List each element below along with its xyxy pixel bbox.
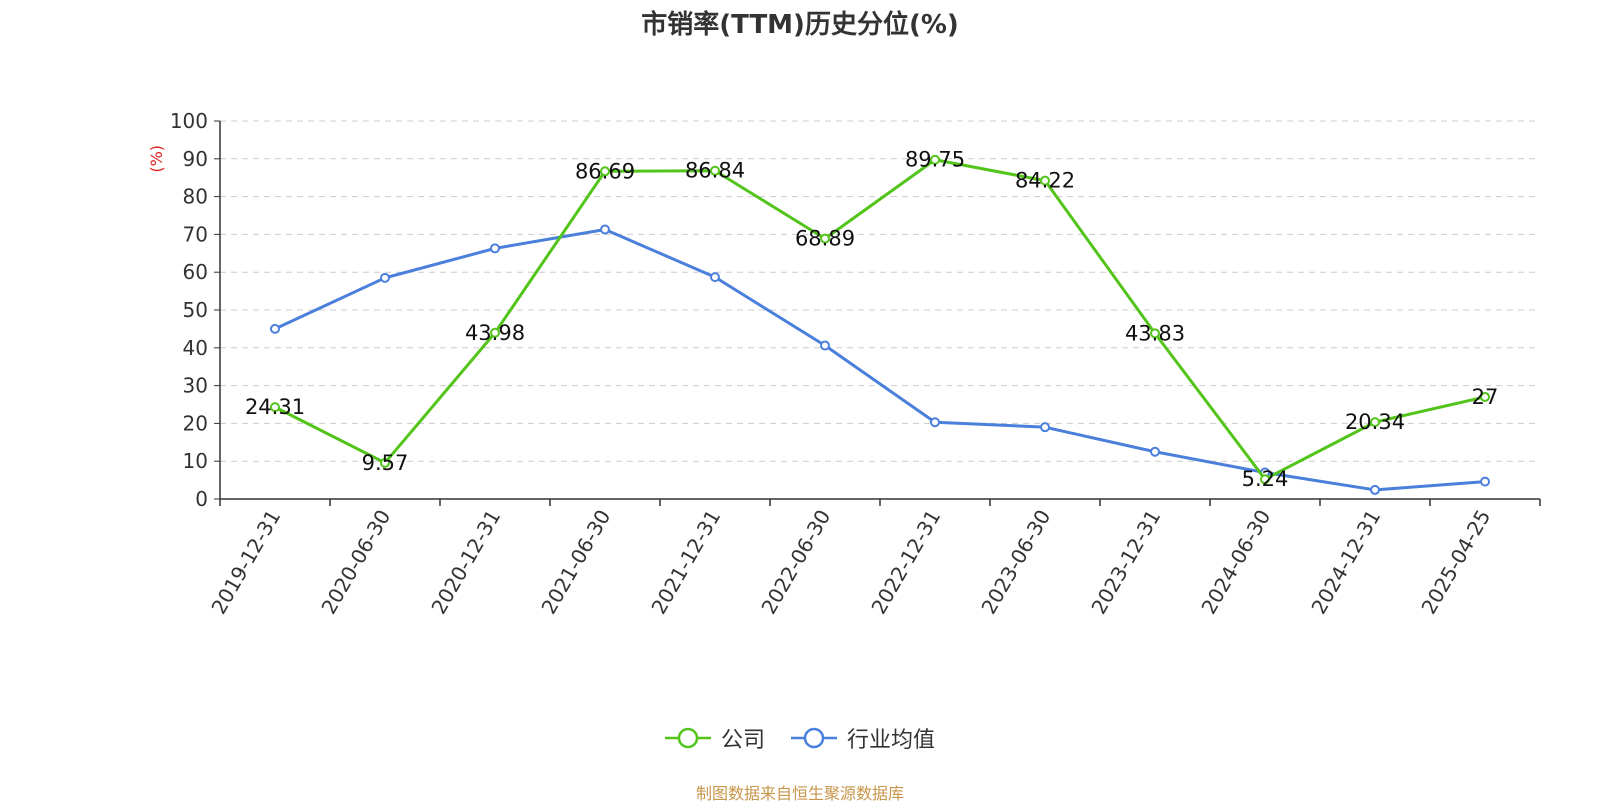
point-series0-2022-12-31	[930, 154, 940, 165]
y-tick-label-90: 90	[183, 147, 208, 171]
y-tick-label-70: 70	[183, 222, 208, 246]
point-series1-2020-12-31	[490, 243, 500, 254]
data-label-2023-12-31: 43.83	[1125, 321, 1185, 345]
point-series1-2021-12-31	[710, 272, 720, 283]
data-label-2024-12-31: 20.34	[1345, 410, 1405, 434]
y-tick-label-30: 30	[183, 374, 208, 398]
y-tick-label-60: 60	[183, 260, 208, 284]
data-label-2022-06-30: 68.89	[795, 227, 855, 251]
point-series0-2023-06-30	[1040, 175, 1050, 186]
y-tick-label-40: 40	[183, 336, 208, 360]
point-series1-2023-06-30	[1040, 422, 1050, 433]
point-series0-2024-06-30	[1260, 474, 1270, 485]
y-tick-label-80: 80	[183, 185, 208, 209]
data-label-2025-04-25: 27	[1472, 385, 1499, 409]
point-series0-2020-06-30	[380, 457, 390, 468]
data-label-2019-12-31: 24.31	[245, 395, 305, 419]
x-tick-label-2024-12-31: 2024-12-31	[1306, 506, 1385, 619]
y-tick-label-50: 50	[183, 298, 208, 322]
data-label-2021-12-31: 86.84	[685, 159, 745, 183]
point-series1-2024-12-31	[1370, 484, 1380, 495]
x-tick-label-2020-06-30: 2020-06-30	[316, 506, 395, 619]
data-label-layer: 24.31 9.57 43.98 86.69 86.84 68.89 89.75 84.22 4…	[245, 148, 1498, 491]
point-series0-2021-12-31	[710, 165, 720, 176]
legend: 公司 行业均值	[0, 722, 1600, 754]
legend-label-company: 公司	[720, 728, 765, 753]
point-series0-2019-12-31	[270, 402, 280, 413]
x-tick-label-2025-04-25: 2025-04-25	[1416, 506, 1495, 619]
data-label-2022-12-31: 89.75	[905, 148, 965, 172]
point-series0-2025-04-25	[1480, 391, 1490, 402]
grid-layer	[220, 120, 1540, 462]
x-tick-label-2021-06-30: 2021-06-30	[536, 506, 615, 619]
y-tick-label-0: 0	[195, 487, 208, 511]
x-tick-label-2023-06-30: 2023-06-30	[976, 506, 1055, 619]
series-line-0	[274, 158, 1486, 481]
y-axis-label: (%)	[147, 145, 166, 173]
series-line-1	[274, 227, 1486, 492]
legend-item-company[interactable]: 公司	[664, 722, 765, 754]
point-series1-2020-06-30	[380, 272, 390, 283]
x-tick-label-2019-12-31: 2019-12-31	[206, 506, 285, 619]
data-label-2021-06-30: 86.69	[575, 159, 635, 183]
data-label-2020-06-30: 9.57	[362, 451, 409, 475]
point-series0-2020-12-31	[490, 327, 500, 338]
x-tick-label-2023-12-31: 2023-12-31	[1086, 506, 1165, 619]
data-label-2023-06-30: 84.22	[1015, 169, 1075, 193]
point-series1-2023-12-31	[1150, 446, 1160, 457]
y-tick-label-10: 10	[183, 449, 208, 473]
point-series1-2025-04-25	[1480, 476, 1490, 487]
source-note: 制图数据来自恒生聚源数据库	[695, 784, 904, 803]
x-tick-label-2024-06-30: 2024-06-30	[1196, 506, 1275, 619]
point-series0-2021-06-30	[600, 166, 610, 177]
x-tick-label-2021-12-31: 2021-12-31	[646, 506, 725, 619]
legend-label-industry-avg: 行业均值	[847, 728, 936, 753]
legend-swatch-industry-icon	[791, 727, 837, 749]
x-tick-label-2020-12-31: 2020-12-31	[426, 506, 505, 619]
y-tick-label-100: 100	[170, 109, 208, 133]
point-series1-2019-12-31	[270, 323, 280, 334]
chart-title: 市销率(TTM)历史分位(%)	[641, 10, 959, 40]
axis-layer: 0 10 20 30 40 50 60 70 80 90 100(%) 2019-12-31 2020-…	[147, 109, 1541, 619]
point-series0-2024-12-31	[1370, 417, 1380, 428]
legend-swatch-company-icon	[664, 727, 711, 749]
data-label-2020-12-31: 43.98	[465, 321, 525, 345]
x-tick-label-2022-12-31: 2022-12-31	[866, 506, 945, 619]
point-series0-2023-12-31	[1150, 328, 1160, 339]
series-layer	[270, 154, 1490, 495]
point-series0-2022-06-30	[820, 233, 830, 244]
x-tick-label-2022-06-30: 2022-06-30	[756, 506, 835, 619]
data-label-2024-06-30: 5.24	[1242, 467, 1289, 491]
point-series1-2021-06-30	[600, 224, 610, 235]
point-series1-2022-06-30	[820, 340, 830, 351]
point-series1-2022-12-31	[930, 417, 940, 428]
y-tick-label-20: 20	[183, 411, 208, 435]
legend-item-industry-avg[interactable]: 行业均值	[791, 722, 935, 754]
